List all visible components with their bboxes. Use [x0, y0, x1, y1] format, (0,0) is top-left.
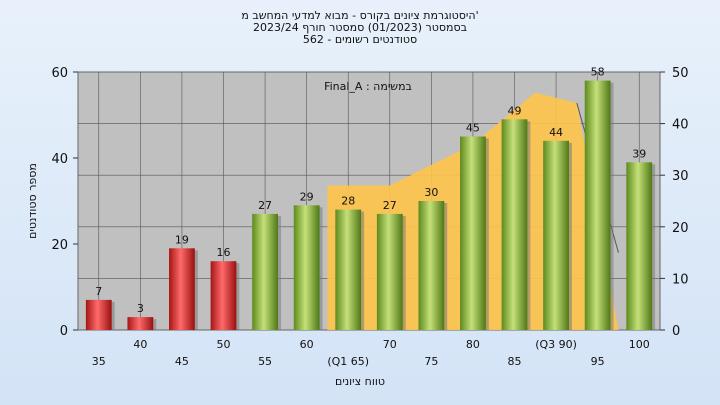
x-tick-label: (Q1 65) [327, 355, 369, 368]
x-tick-label: 45 [175, 355, 189, 368]
y2-tick-label: 50 [672, 66, 689, 81]
x-tick-label: 60 [300, 338, 314, 351]
data-label: 7 [95, 285, 102, 298]
data-label: 44 [549, 126, 563, 139]
bar-50 [210, 261, 237, 330]
data-label: 39 [632, 147, 646, 160]
bar-55 [252, 213, 278, 330]
x-tick-label: 50 [217, 338, 231, 351]
chart-title-line1: היסטוגרמת ציונים בקורס - מבוא למדעי המחש… [241, 9, 479, 22]
x-axis-label: טווח ציונים [335, 375, 385, 388]
chart-title-line2: בסמסטר (01/2023) סמסטר חורף 2023/24 [253, 21, 467, 34]
data-label: 30 [424, 186, 438, 199]
bar-70 [376, 213, 403, 330]
data-label: 28 [341, 195, 355, 208]
data-label: 49 [508, 104, 522, 117]
bar-40 [127, 317, 154, 330]
bar-100 [626, 162, 653, 330]
y2-tick-label: 10 [672, 272, 689, 287]
bar-85 [501, 119, 528, 330]
x-tick-label: 35 [92, 355, 106, 368]
y2-tick-label: 20 [672, 221, 689, 236]
y-tick-label: 0 [60, 324, 68, 339]
data-label: 16 [217, 246, 231, 259]
bar-60 [293, 205, 320, 330]
bar-35 [85, 299, 112, 330]
x-tick-label: 100 [629, 338, 650, 351]
y-tick-label: 60 [51, 66, 68, 81]
data-label: 45 [466, 122, 480, 135]
x-tick-label: 85 [508, 355, 522, 368]
bar-95 [584, 80, 611, 330]
y2-tick-label: 30 [672, 169, 689, 184]
data-label: 27 [383, 199, 397, 212]
data-label: 3 [137, 302, 144, 315]
x-tick-label: 95 [591, 355, 605, 368]
y2-tick-label: 40 [672, 118, 689, 133]
data-label: 27 [258, 199, 272, 212]
bar-75 [418, 201, 445, 330]
y-tick-label: 20 [51, 238, 68, 253]
bar-(Q1 65) [335, 209, 362, 330]
data-label: 19 [175, 233, 189, 246]
chart-title-line3: 562 - סטודנטים רשומים [302, 33, 418, 46]
x-tick-label: 75 [424, 355, 438, 368]
bar-(Q3 90) [543, 140, 569, 330]
y-tick-label: 40 [51, 152, 68, 167]
data-label: 29 [300, 190, 314, 203]
x-tick-label: 55 [258, 355, 272, 368]
data-label: 58 [591, 66, 605, 79]
x-tick-label: 40 [133, 338, 147, 351]
x-tick-label: 80 [466, 338, 480, 351]
x-tick-label: (Q3 90) [535, 338, 577, 351]
y-axis-label: מספר סטודנטים [26, 163, 39, 239]
y2-tick-label: 0 [672, 324, 680, 339]
chart-annotation: Final_A : במשימה [324, 80, 412, 93]
bar-45 [169, 248, 195, 330]
bar-80 [460, 136, 486, 330]
x-tick-label: 70 [383, 338, 397, 351]
